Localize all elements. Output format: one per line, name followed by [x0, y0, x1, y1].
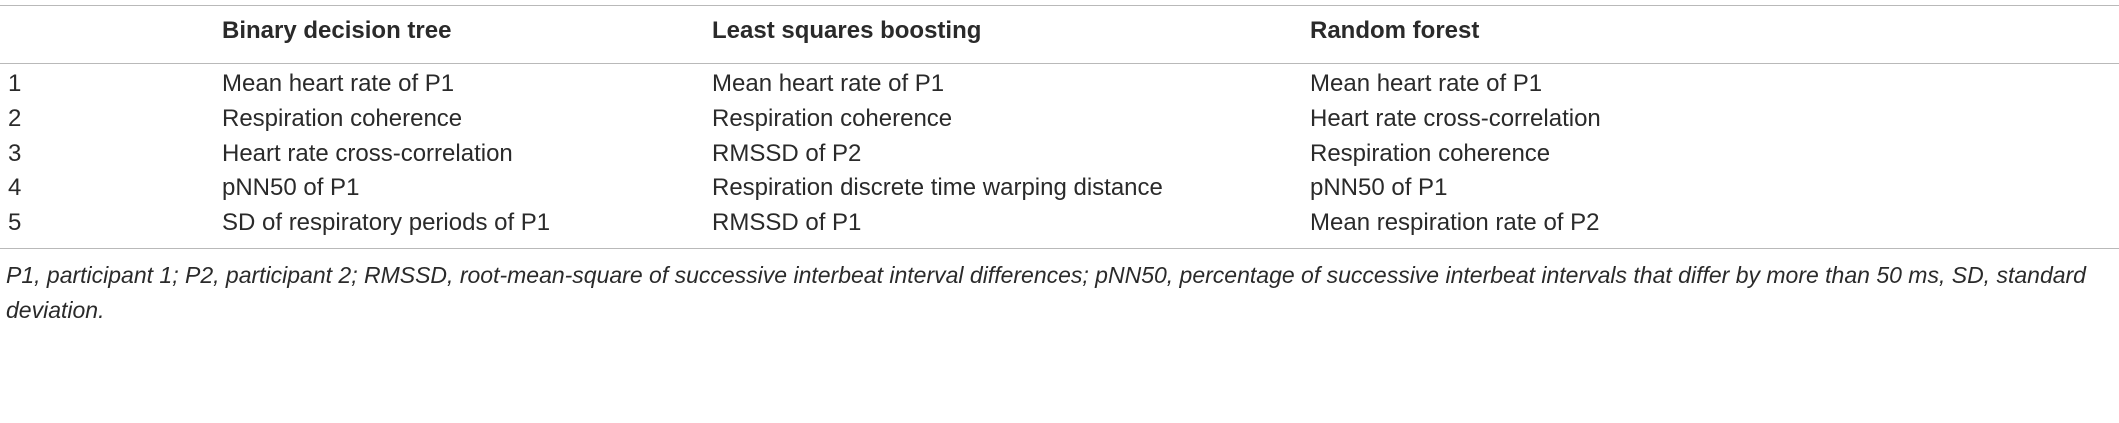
header-random-forest: Random forest [1310, 17, 1480, 44]
table-cell: Respiration discrete time warping distan… [712, 174, 1163, 201]
table-cell-rank: 5 [8, 209, 22, 236]
table-cell: Respiration coherence [222, 105, 463, 132]
table-cell: Mean respiration rate of P2 [1310, 209, 1600, 236]
table-footnote: P1, participant 1; P2, participant 2; RM… [6, 262, 2086, 323]
table-cell: pNN50 of P1 [1310, 174, 1448, 201]
table-cell: SD of respiratory periods of P1 [222, 209, 551, 236]
table-cell: Respiration coherence [1310, 140, 1551, 167]
table-cell-rank: 1 [8, 70, 22, 97]
table-cell: pNN50 of P1 [222, 174, 360, 201]
table-cell: Heart rate cross-correlation [1310, 105, 1601, 132]
table-cell: RMSSD of P1 [712, 209, 862, 236]
table-cell: Mean heart rate of P1 [1310, 70, 1543, 97]
table-cell-rank: 2 [8, 105, 22, 132]
table-cell: Respiration coherence [712, 105, 953, 132]
table-cell: Mean heart rate of P1 [712, 70, 945, 97]
table-cell: Mean heart rate of P1 [222, 70, 455, 97]
header-least-squares-boosting: Least squares boosting [712, 17, 982, 44]
header-rule [0, 63, 2119, 64]
table-top-rule [0, 5, 2119, 6]
table-bottom-rule [0, 248, 2119, 249]
table-cell: Heart rate cross-correlation [222, 140, 513, 167]
table-cell-rank: 4 [8, 174, 22, 201]
table-cell-rank: 3 [8, 140, 22, 167]
table-cell: RMSSD of P2 [712, 140, 862, 167]
header-binary-decision-tree: Binary decision tree [222, 17, 452, 44]
